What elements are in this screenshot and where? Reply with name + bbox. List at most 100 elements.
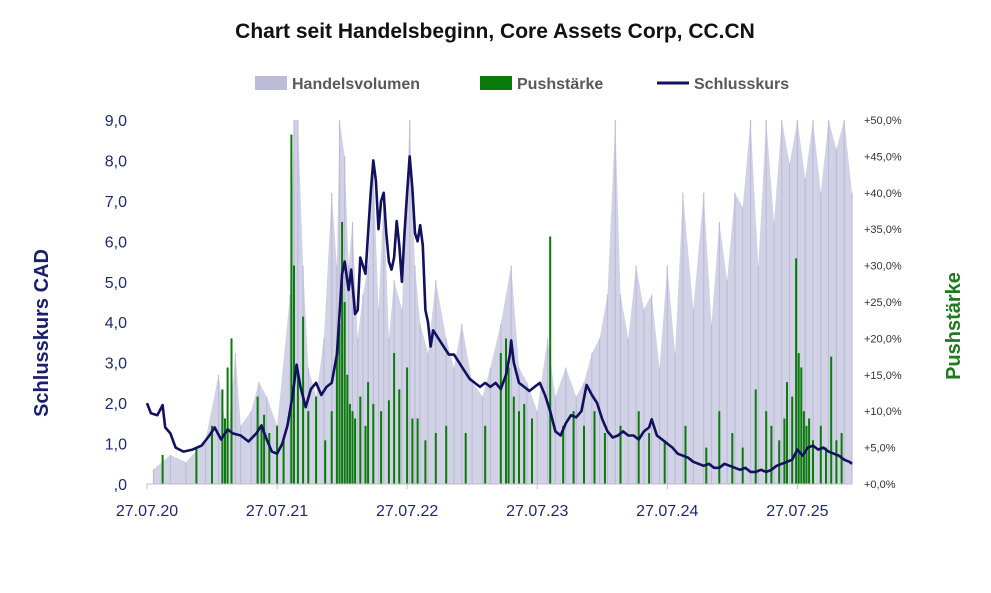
push-bar	[380, 411, 383, 484]
x-tick: 27.07.24	[636, 503, 698, 520]
push-bar	[663, 440, 666, 484]
x-tick: 27.07.20	[116, 503, 178, 520]
y-left-tick: 2,0	[105, 396, 127, 413]
volume-area	[153, 120, 852, 484]
push-bar	[263, 414, 266, 484]
push-bar	[505, 338, 507, 484]
y-right-tick: +30,0%	[864, 261, 902, 273]
y-left-tick: 6,0	[105, 234, 127, 251]
y-left-tick: 9,0	[105, 113, 127, 130]
push-bar	[224, 418, 226, 484]
y-right-tick: +35,0%	[864, 224, 902, 236]
push-bar	[372, 403, 375, 484]
push-bar	[338, 323, 341, 484]
legend-swatch-push	[480, 76, 512, 90]
push-bar	[343, 302, 346, 484]
x-tick: 27.07.21	[246, 503, 308, 520]
push-bar	[619, 425, 622, 484]
push-bar	[230, 338, 233, 484]
push-bar	[754, 389, 757, 484]
push-bar	[830, 356, 833, 484]
push-bar	[783, 418, 786, 484]
push-bar	[211, 425, 213, 484]
push-bar	[335, 353, 338, 484]
push-bar	[512, 396, 515, 484]
push-bar	[731, 433, 734, 484]
push-bar	[346, 374, 349, 484]
push-bar	[603, 433, 606, 484]
push-bar	[464, 433, 467, 484]
y-right-tick: +15,0%	[864, 370, 902, 382]
push-bar	[315, 396, 318, 484]
push-bar	[819, 425, 822, 484]
push-bar	[484, 425, 487, 484]
push-bar	[718, 411, 721, 484]
push-bar	[260, 425, 263, 484]
push-bar	[282, 440, 285, 484]
push-bar	[802, 411, 805, 484]
push-bar	[296, 374, 299, 484]
push-bar	[572, 411, 575, 484]
push-bar	[797, 353, 800, 484]
push-bar	[411, 418, 414, 484]
close-price-line	[145, 155, 853, 474]
push-bar	[808, 418, 811, 484]
push-bar	[406, 367, 409, 484]
push-bar	[562, 425, 565, 484]
y-left-tick: 4,0	[105, 315, 127, 332]
push-bar	[359, 396, 362, 484]
push-bar	[387, 400, 390, 484]
push-bar	[307, 411, 310, 484]
push-bar	[290, 134, 293, 484]
push-bar	[531, 418, 533, 484]
push-bar	[161, 454, 164, 484]
push-bar	[648, 433, 651, 484]
push-bar	[741, 447, 744, 484]
x-tick: 27.07.22	[376, 503, 438, 520]
y-right-tick: +40,0%	[864, 188, 902, 200]
y-left-tick: 1,0	[105, 437, 127, 454]
y-right-tick: +25,0%	[864, 297, 902, 309]
push-bar	[341, 221, 344, 484]
push-bar	[518, 411, 520, 484]
push-bar	[268, 433, 271, 484]
x-tick: 27.07.23	[506, 503, 568, 520]
push-bar	[354, 418, 357, 484]
push-bar	[348, 403, 351, 484]
push-bar	[499, 353, 502, 484]
y-right-tick: +45,0%	[864, 151, 902, 163]
push-bar	[684, 425, 687, 484]
push-bar	[424, 440, 427, 484]
push-bar	[226, 367, 229, 484]
push-bar	[434, 433, 437, 484]
y-right-tick: +0,0%	[864, 479, 896, 491]
push-bar	[393, 353, 396, 484]
y-left-tick: 3,0	[105, 356, 127, 373]
push-bar	[445, 425, 448, 484]
y-axis-right-label: Pushstärke	[943, 272, 965, 380]
push-bar	[507, 367, 510, 484]
push-bar	[549, 236, 552, 484]
y-right-tick: +5,0%	[864, 443, 896, 455]
y-right-tick: +50,0%	[864, 115, 902, 127]
push-bar	[795, 258, 798, 484]
chart-title: Chart seit Handelsbeginn, Core Assets Co…	[235, 20, 755, 43]
push-bar	[364, 425, 367, 484]
push-bar	[765, 411, 768, 484]
push-bar	[351, 411, 354, 484]
legend-label-close: Schlusskurs	[694, 76, 789, 93]
push-bar	[256, 396, 259, 484]
push-bar	[770, 425, 773, 484]
push-bar	[825, 447, 827, 484]
y-axis-left-label: Schlusskurs CAD	[31, 249, 53, 417]
push-bar	[778, 440, 781, 484]
y-right-tick: +10,0%	[864, 406, 902, 418]
legend-swatch-volume	[255, 76, 287, 90]
y-left-tick: 7,0	[105, 194, 127, 211]
push-bar	[583, 425, 585, 484]
push-bar	[195, 447, 198, 484]
push-bar	[367, 382, 370, 484]
push-bar	[786, 382, 788, 484]
y-right-tick: +20,0%	[864, 333, 902, 345]
